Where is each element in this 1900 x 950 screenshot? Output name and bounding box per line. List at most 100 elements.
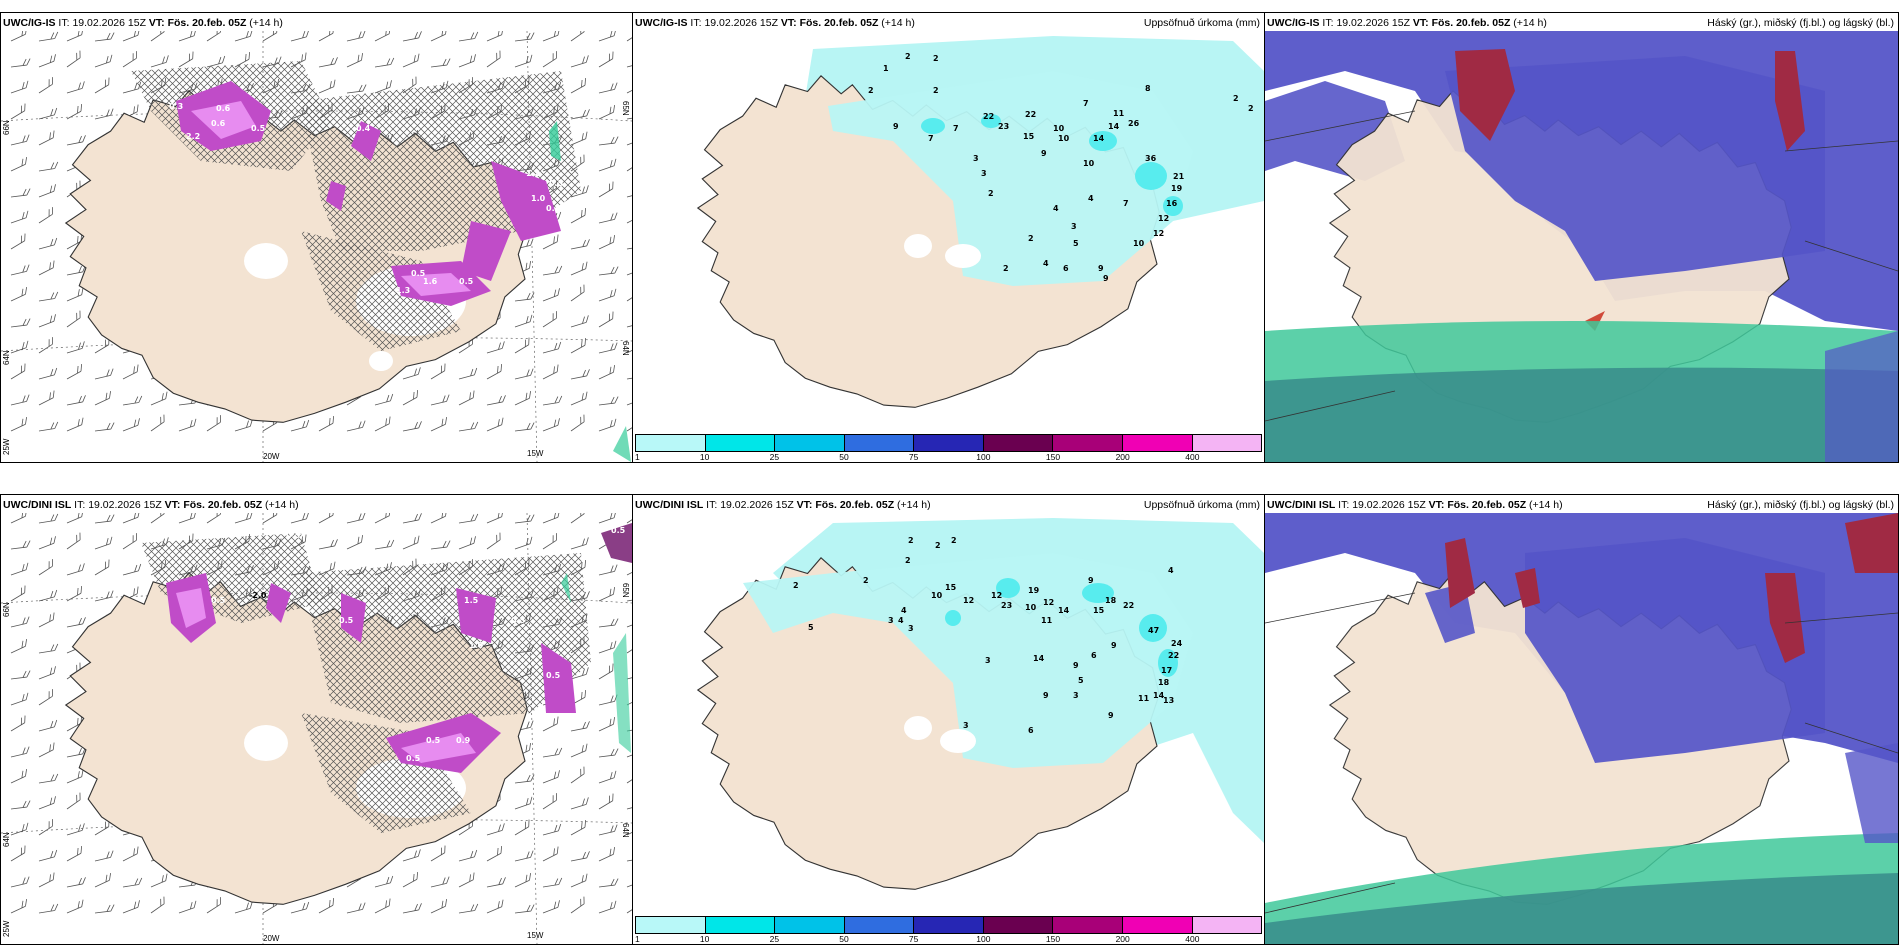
wind-barb-icon [10,540,31,550]
lat-label-64n-right: 64N [621,823,630,838]
svg-text:15: 15 [1023,132,1035,141]
svg-text:0.5: 0.5 [549,179,564,188]
svg-text:11: 11 [1113,109,1125,118]
wind-barb-icon [94,77,110,94]
lat-label-64n-right: 64N [621,341,630,356]
svg-text:3: 3 [888,616,894,625]
wind-barb-icon [38,612,55,628]
wind-barb-icon [570,338,586,354]
wind-barb-icon [10,188,31,198]
precip-colorbar: 1 10 25 50 75 100 150 200 400 [635,434,1262,462]
wind-barb-icon [94,850,114,862]
wind-barb-icon [38,77,53,94]
wind-barb-icon [178,31,197,42]
wind-barb-icon [94,368,114,380]
svg-text:22: 22 [1168,651,1179,660]
svg-text:12: 12 [963,596,974,605]
lead-time: (+14 h) [1529,499,1563,511]
wind-barb-icon [570,743,588,758]
wind-barb-icon [38,184,56,198]
svg-text:0.5: 0.5 [339,616,354,625]
wind-barb-icon [10,715,26,732]
svg-text:24: 24 [1171,639,1183,648]
svg-text:2: 2 [868,86,874,95]
wind-barb-icon [598,717,615,732]
wind-barb-icon [514,422,535,432]
svg-text:22: 22 [983,112,994,121]
wind-barb-icon [402,513,422,524]
wind-barb-icon [178,900,197,914]
wind-barb-icon [402,31,422,42]
wind-barb-icon [542,716,559,732]
vt-label: VT: [796,499,813,511]
svg-text:4: 4 [1168,566,1174,575]
wind-barb-icon [10,340,29,354]
wind-barb-icon [486,513,504,524]
wind-barb-icon [570,109,590,120]
svg-text:1.5: 1.5 [464,596,479,605]
wind-barb-icon [38,367,58,380]
wind-barb-icon [10,639,27,654]
wind-barb-icon [626,667,632,680]
svg-text:5: 5 [1073,239,1079,248]
wind-barb-icon [458,390,475,406]
wind-barb-icon [514,292,535,302]
wind-barb-icon [458,903,479,914]
wind-barb-icon [66,769,84,784]
wind-barb-icon [94,108,114,120]
wind-barb-icon [10,157,27,172]
svg-text:0.6: 0.6 [211,119,226,128]
svg-text:0.5: 0.5 [411,269,426,278]
svg-text:4: 4 [901,606,907,615]
wind-barb-icon [486,823,505,836]
wind-barb-icon [122,364,139,380]
wind-barb-icon [458,849,478,862]
wind-barb-icon [38,107,58,120]
wind-barb-icon [598,288,617,302]
wind-barb-icon [626,239,632,250]
wind-barb-icon [570,896,585,914]
colorbar-swatch [705,917,776,933]
vt-label: VT: [780,17,797,29]
wind-barb-icon [38,130,55,146]
wind-barb-icon [122,513,140,524]
wind-barb-icon [458,54,476,68]
svg-text:2: 2 [863,576,869,585]
lon-label-25w: 25W [2,438,11,455]
colorbar-swatch [914,435,984,451]
wind-barb-icon [150,391,168,406]
colorbar-tick-label: 10 [699,452,710,462]
svg-text:2: 2 [988,189,994,198]
model-name: UWC/DINI ISL [3,499,72,511]
wind-barb-icon [626,897,632,914]
wind-barb-icon [570,78,586,94]
wind-barb-icon [458,872,475,888]
wind-barb-icon [290,901,310,914]
wind-barb-icon [570,851,590,862]
wind-barb-icon [178,418,197,432]
wind-barb-icon [38,260,55,276]
wind-barb-icon [402,872,418,888]
wind-barb-icon [206,55,226,68]
wind-barb-icon [122,395,143,406]
wind-barb-icon [486,31,504,42]
wind-barb-icon [542,31,560,42]
colorbar-swatch [636,917,706,933]
wind-barb-icon [402,367,421,380]
wind-barb-icon [570,391,588,406]
svg-text:9: 9 [1111,641,1117,650]
model-name: UWC/IG-IS [3,17,56,29]
svg-text:4: 4 [898,616,904,625]
wind-barb-icon [262,513,278,524]
wind-barb-icon [66,104,82,120]
model-name: UWC/DINI ISL [635,499,704,511]
wind-barb-icon [570,55,589,68]
wind-barb-icon [570,721,590,732]
svg-text:14: 14 [1058,606,1070,615]
map-canvas [1265,513,1898,944]
wind-barb-icon [38,207,53,224]
wind-barb-icon [458,513,479,524]
svg-text:14: 14 [1093,134,1105,143]
wind-barb-icon [402,53,420,68]
wind-barb-icon [486,364,502,380]
